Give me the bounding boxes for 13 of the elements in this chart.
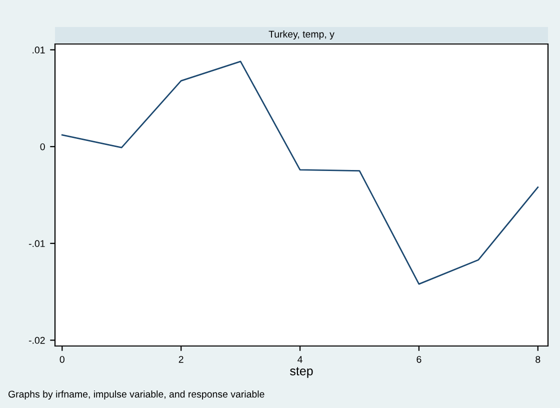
- y-tick-label: .01: [32, 46, 45, 54]
- x-tick-label: 2: [178, 356, 184, 363]
- line-series: [61, 60, 539, 285]
- x-tick-label: 6: [416, 356, 422, 363]
- x-tick-label: 4: [298, 356, 302, 363]
- text: Graphs by irfname, impulse variable, and response variable: [8, 390, 264, 400]
- x-tick-label: 0: [60, 356, 64, 363]
- y-tick-label: 0: [40, 143, 45, 150]
- x-axis-title: step: [290, 367, 313, 378]
- x-tick-label: 8: [536, 356, 540, 363]
- y-tick-label: -.02: [28, 336, 45, 344]
- chart-title: Turkey, temp, y: [268, 30, 334, 40]
- y-tick-label: -.01: [28, 240, 45, 248]
